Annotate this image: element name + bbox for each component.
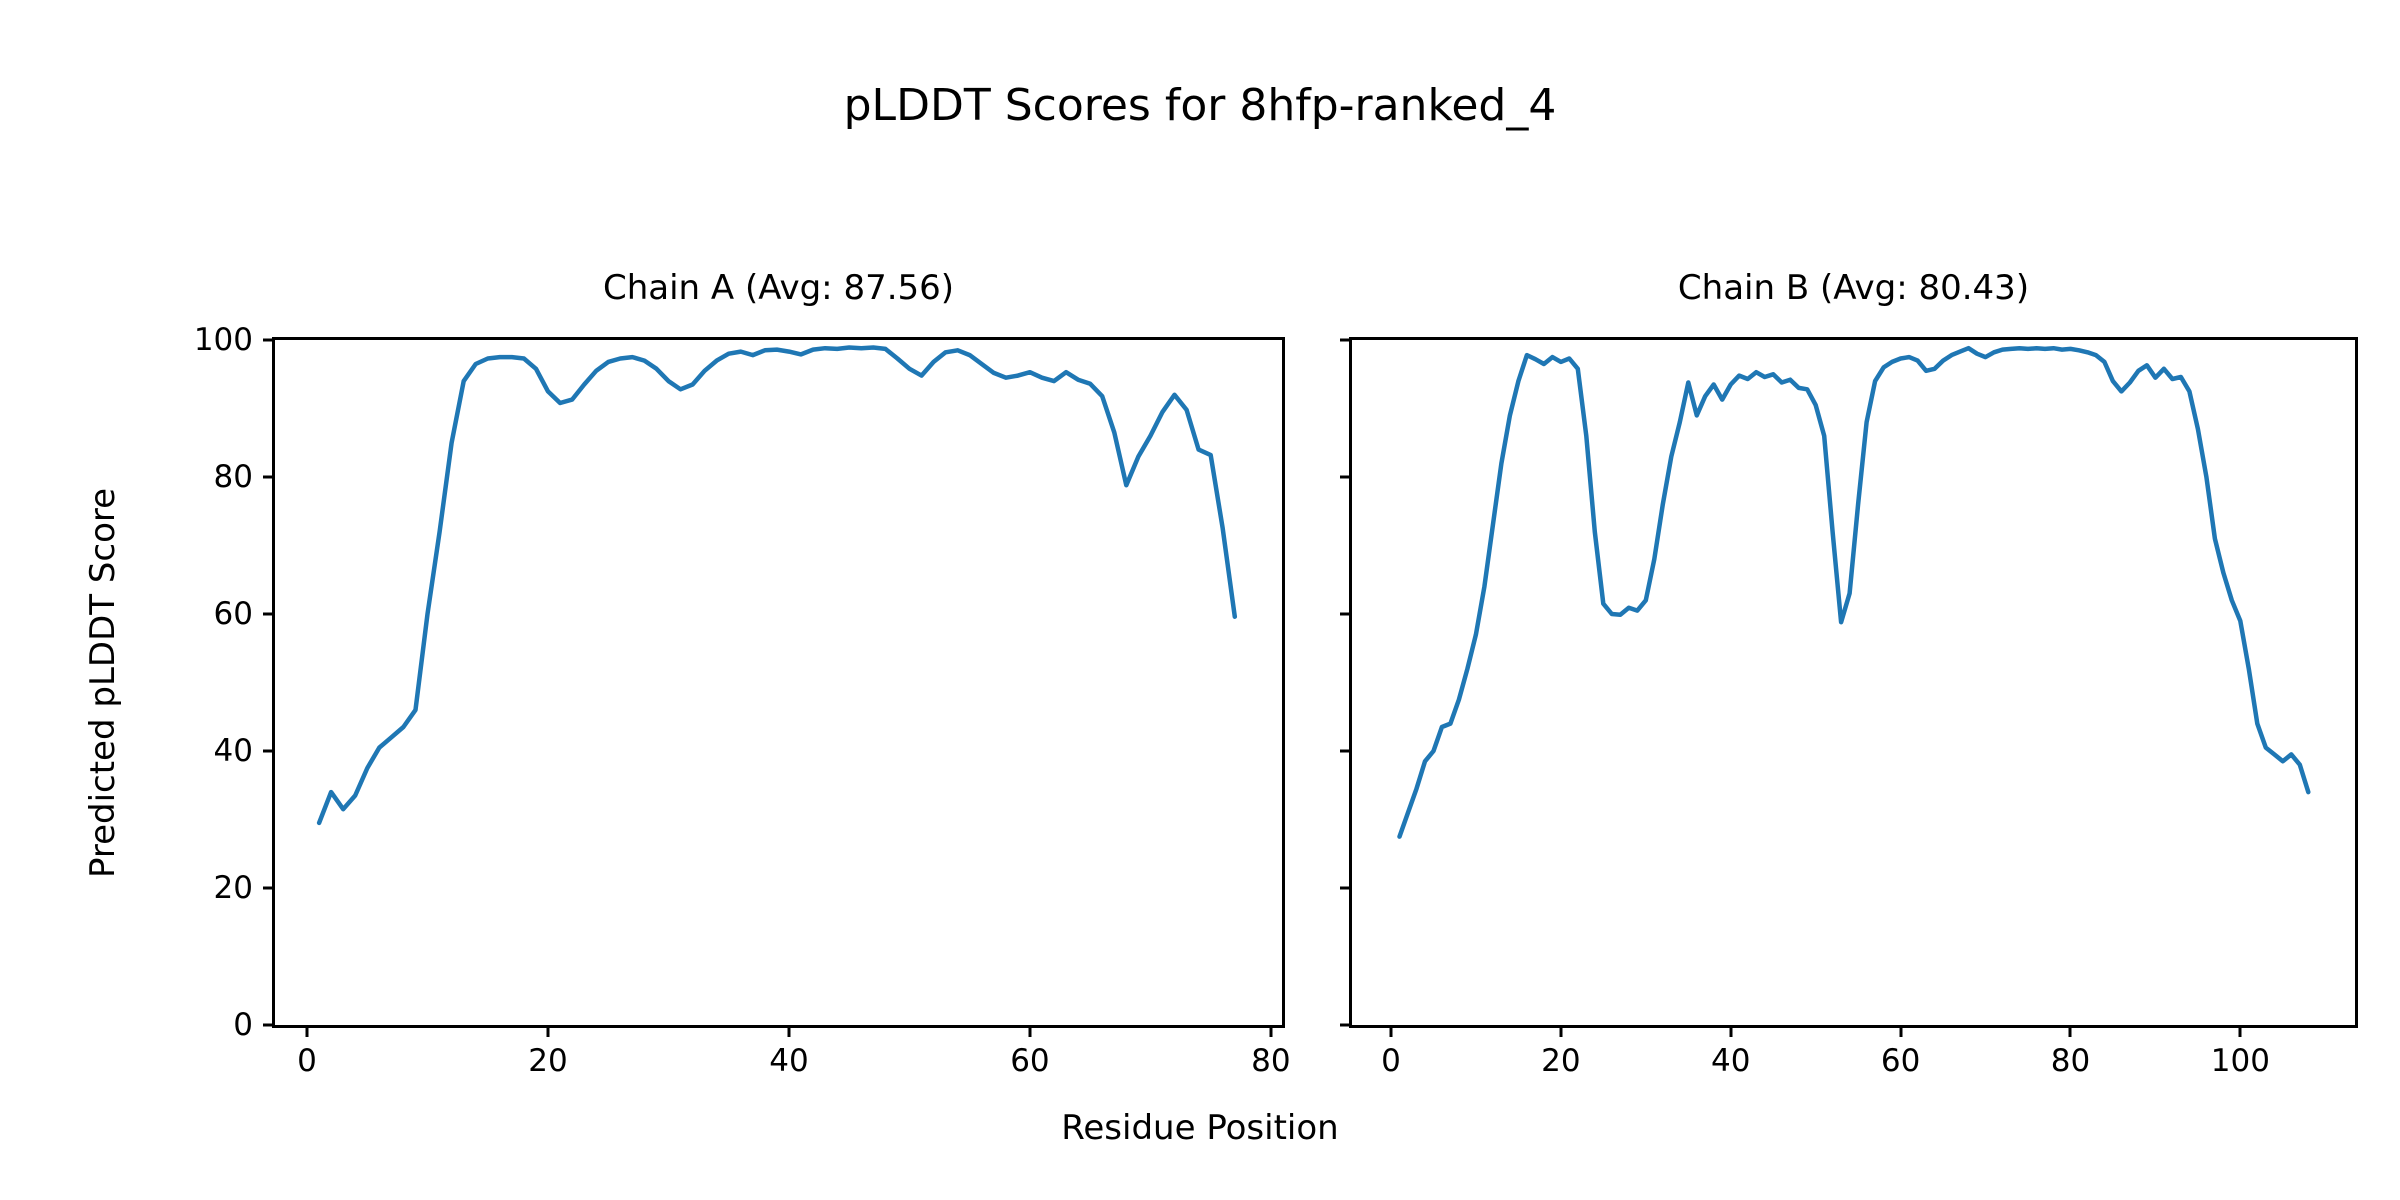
y-tick-mark — [1340, 749, 1352, 753]
x-tick-label: 80 — [2050, 1043, 2091, 1079]
x-tick-label: 60 — [1010, 1043, 1050, 1079]
x-tick-mark — [1269, 1025, 1273, 1037]
x-tick-mark — [2238, 1025, 2242, 1037]
x-tick-label: 40 — [1710, 1043, 1751, 1079]
x-tick-mark — [787, 1025, 791, 1037]
x-tick-label: 80 — [1251, 1043, 1291, 1079]
y-tick-mark — [263, 1023, 275, 1027]
chain-a-plot-title: Chain A (Avg: 87.56) — [602, 268, 955, 308]
chain-a-plddt-line — [316, 345, 1238, 826]
y-axis-label: Predicted pLDDT Score — [83, 487, 123, 879]
x-tick-label: 0 — [1381, 1043, 1401, 1079]
y-tick-label: 20 — [213, 870, 253, 906]
y-tick-mark — [263, 749, 275, 753]
x-tick-label: 60 — [1880, 1043, 1921, 1079]
chain-b-plot-title: Chain B (Avg: 80.43) — [1677, 268, 2030, 308]
x-tick-mark — [2068, 1025, 2072, 1037]
y-tick-label: 60 — [213, 596, 253, 632]
x-tick-mark — [1899, 1025, 1903, 1037]
y-tick-label: 80 — [213, 459, 253, 495]
x-tick-mark — [546, 1025, 550, 1037]
chain-b-plddt-line — [1397, 345, 2311, 839]
x-tick-mark — [1559, 1025, 1563, 1037]
y-tick-mark — [263, 612, 275, 616]
y-tick-mark — [263, 338, 275, 342]
y-tick-mark — [1340, 1023, 1352, 1027]
chain-a-line-chart — [316, 345, 1238, 826]
x-tick-label: 20 — [528, 1043, 568, 1079]
x-tick-mark — [1729, 1025, 1733, 1037]
x-tick-label: 100 — [2210, 1043, 2270, 1079]
y-tick-label: 100 — [193, 322, 253, 358]
x-tick-mark — [1389, 1025, 1393, 1037]
x-axis-label: Residue Position — [1061, 1108, 1339, 1148]
y-tick-mark — [1340, 475, 1352, 479]
y-tick-label: 0 — [233, 1007, 253, 1043]
y-tick-mark — [1340, 612, 1352, 616]
y-tick-mark — [263, 475, 275, 479]
y-tick-label: 40 — [213, 733, 253, 769]
x-tick-mark — [305, 1025, 309, 1037]
chain-a-plot: Chain A (Avg: 87.56) 0 20 40 60 80 0 20 40 60 80 1… — [194, 268, 1291, 1079]
x-tick-label: 40 — [769, 1043, 809, 1079]
chain-b-line-chart — [1397, 345, 2311, 839]
x-tick-mark — [1028, 1025, 1032, 1037]
x-tick-label: 20 — [1541, 1043, 1581, 1079]
y-tick-mark — [263, 886, 275, 890]
y-tick-mark — [1340, 886, 1352, 890]
figure-title: pLDDT Scores for 8hfp-ranked_4 — [843, 80, 1557, 131]
chain-b-plot: Chain B (Avg: 80.43) 0 20 40 60 80 100 — [1340, 268, 2358, 1079]
y-tick-mark — [1340, 338, 1352, 342]
x-tick-label: 0 — [297, 1043, 317, 1079]
